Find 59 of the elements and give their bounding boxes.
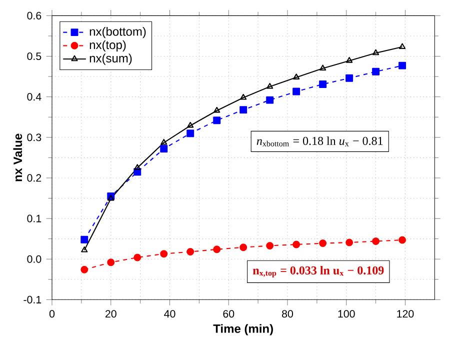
y-tick-label: 0.3 xyxy=(27,134,42,142)
point xyxy=(266,82,274,89)
x-tick-label: 120 xyxy=(397,310,414,318)
point xyxy=(186,130,194,138)
point xyxy=(213,246,221,254)
point xyxy=(240,106,248,114)
x-tick-label: 100 xyxy=(338,310,355,318)
x-tick-label: 20 xyxy=(105,310,116,318)
y-tick-label: -0.1 xyxy=(24,296,42,304)
point xyxy=(160,145,168,152)
point xyxy=(160,138,168,145)
point xyxy=(319,80,327,88)
point xyxy=(319,240,327,248)
y-tick-label: 0.5 xyxy=(27,52,42,60)
point xyxy=(240,244,248,252)
point xyxy=(81,246,88,252)
point xyxy=(320,64,326,71)
point xyxy=(134,164,141,170)
annotation: n$_{xbottom}$ = 0.18 ln u$_{x}$ − 0.81 xyxy=(256,136,383,146)
point xyxy=(107,258,115,266)
point xyxy=(213,116,221,124)
point xyxy=(80,236,88,244)
point xyxy=(346,56,353,63)
text: n$_{x,top}$ = 0.033 ln u$_{x}$ − 0.109 xyxy=(252,266,384,278)
y-axis-title: nx Value xyxy=(13,134,22,182)
y-tick-label: 0.4 xyxy=(27,93,42,101)
point xyxy=(134,254,142,262)
point xyxy=(160,250,168,258)
legend-label: nx(top) xyxy=(90,40,126,52)
point xyxy=(293,74,300,80)
x-tick-label: 40 xyxy=(164,310,176,318)
x-axis-title: Time (min) xyxy=(213,324,273,336)
point xyxy=(372,49,380,56)
legend-label: nx(bottom) xyxy=(90,26,146,38)
point xyxy=(240,94,247,100)
point xyxy=(372,238,380,245)
point xyxy=(186,248,194,256)
point xyxy=(187,122,194,128)
point xyxy=(372,68,380,76)
x-tick-label: 60 xyxy=(223,310,234,318)
y-tick-label: 0.1 xyxy=(27,214,42,222)
y-tick-label: 0.0 xyxy=(27,255,42,263)
point xyxy=(214,106,220,113)
legend-label: nx(sum) xyxy=(90,54,132,65)
point xyxy=(398,43,406,50)
point xyxy=(346,74,354,82)
point xyxy=(292,240,300,248)
point xyxy=(108,194,114,201)
x-tick-label: 0 xyxy=(49,310,55,318)
point xyxy=(266,242,274,250)
y-tick-label: 0.6 xyxy=(27,12,42,20)
point xyxy=(292,88,300,96)
y-tick-label: 0.2 xyxy=(27,174,42,182)
point xyxy=(346,238,354,246)
point xyxy=(80,266,88,274)
point xyxy=(266,96,274,104)
x-tick-label: 80 xyxy=(282,310,294,318)
point xyxy=(398,236,406,244)
point xyxy=(398,62,406,70)
